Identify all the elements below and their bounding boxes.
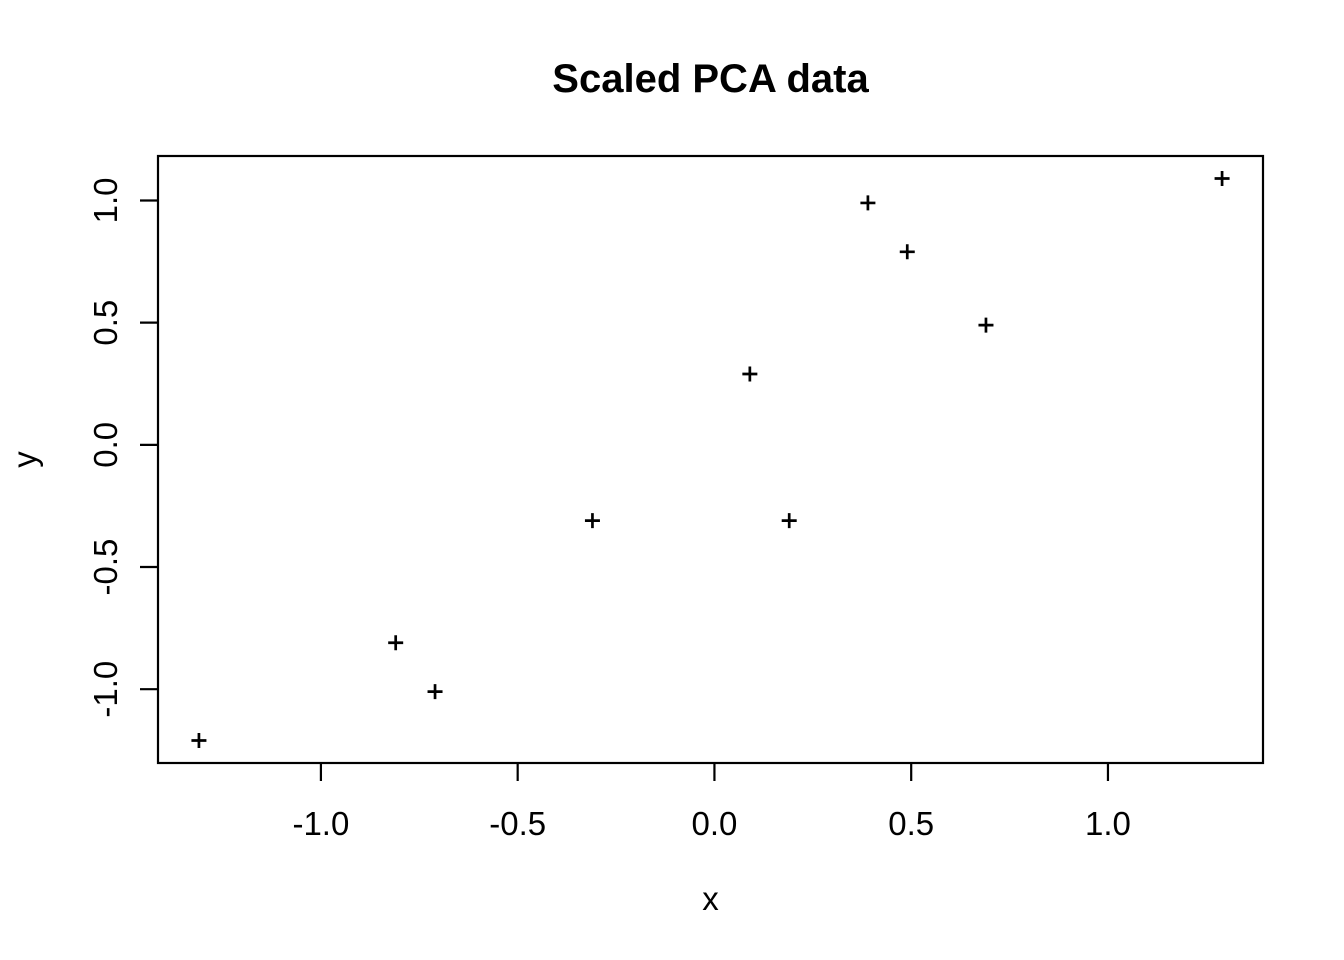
x-tick-label: 0.5 [888,805,934,842]
data-point-marker [781,513,797,529]
y-axis-title: y [6,451,43,468]
chart-title: Scaled PCA data [552,57,869,101]
y-tick-label: -0.5 [87,539,124,596]
data-point-marker [860,195,876,211]
y-tick-label: -1.0 [87,661,124,718]
data-point-marker [191,733,207,749]
data-point-marker [1214,170,1230,186]
data-point-marker [742,366,758,382]
data-point-marker [584,513,600,529]
data-point-marker [978,317,994,333]
data-point-marker [899,244,915,260]
x-tick-label: 0.0 [691,805,737,842]
plot-border [156,154,1265,765]
x-tick-label: -1.0 [292,805,349,842]
data-point-marker [388,635,404,651]
y-tick-label: 0.5 [87,300,124,346]
x-axis-title: x [702,880,719,917]
data-point-marker [427,684,443,700]
x-tick-label: -0.5 [489,805,546,842]
x-tick-label: 1.0 [1085,805,1131,842]
y-tick-label: 0.0 [87,422,124,468]
y-tick-label: 1.0 [87,178,124,224]
